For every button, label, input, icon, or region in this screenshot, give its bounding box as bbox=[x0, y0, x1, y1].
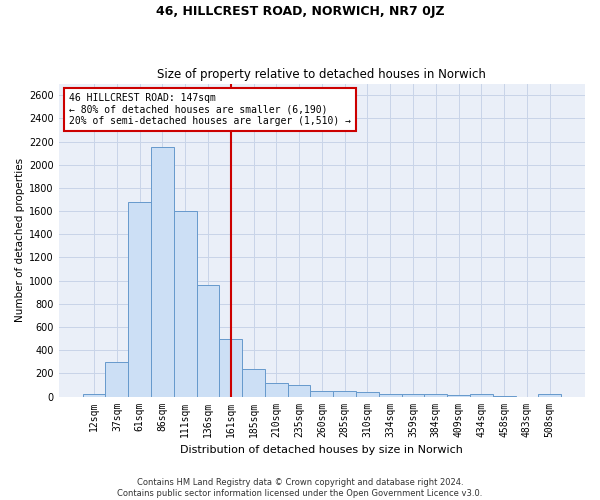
Bar bbox=[83, 394, 106, 396]
Bar bbox=[424, 394, 447, 396]
Text: Contains HM Land Registry data © Crown copyright and database right 2024.
Contai: Contains HM Land Registry data © Crown c… bbox=[118, 478, 482, 498]
Text: 46, HILLCREST ROAD, NORWICH, NR7 0JZ: 46, HILLCREST ROAD, NORWICH, NR7 0JZ bbox=[155, 5, 445, 18]
Text: 46 HILLCREST ROAD: 147sqm
← 80% of detached houses are smaller (6,190)
20% of se: 46 HILLCREST ROAD: 147sqm ← 80% of detac… bbox=[70, 93, 352, 126]
Bar bbox=[242, 368, 265, 396]
Bar bbox=[356, 392, 379, 396]
Bar bbox=[265, 382, 288, 396]
Bar bbox=[128, 202, 151, 396]
Bar bbox=[106, 362, 128, 396]
Bar bbox=[220, 338, 242, 396]
Bar bbox=[470, 394, 493, 396]
Bar bbox=[538, 394, 561, 396]
Y-axis label: Number of detached properties: Number of detached properties bbox=[15, 158, 25, 322]
Bar bbox=[401, 394, 424, 396]
X-axis label: Distribution of detached houses by size in Norwich: Distribution of detached houses by size … bbox=[181, 445, 463, 455]
Title: Size of property relative to detached houses in Norwich: Size of property relative to detached ho… bbox=[157, 68, 487, 81]
Bar bbox=[197, 286, 220, 397]
Bar bbox=[174, 211, 197, 396]
Bar bbox=[333, 392, 356, 396]
Bar bbox=[288, 385, 310, 396]
Bar bbox=[151, 148, 174, 396]
Bar bbox=[310, 391, 333, 396]
Bar bbox=[379, 394, 401, 396]
